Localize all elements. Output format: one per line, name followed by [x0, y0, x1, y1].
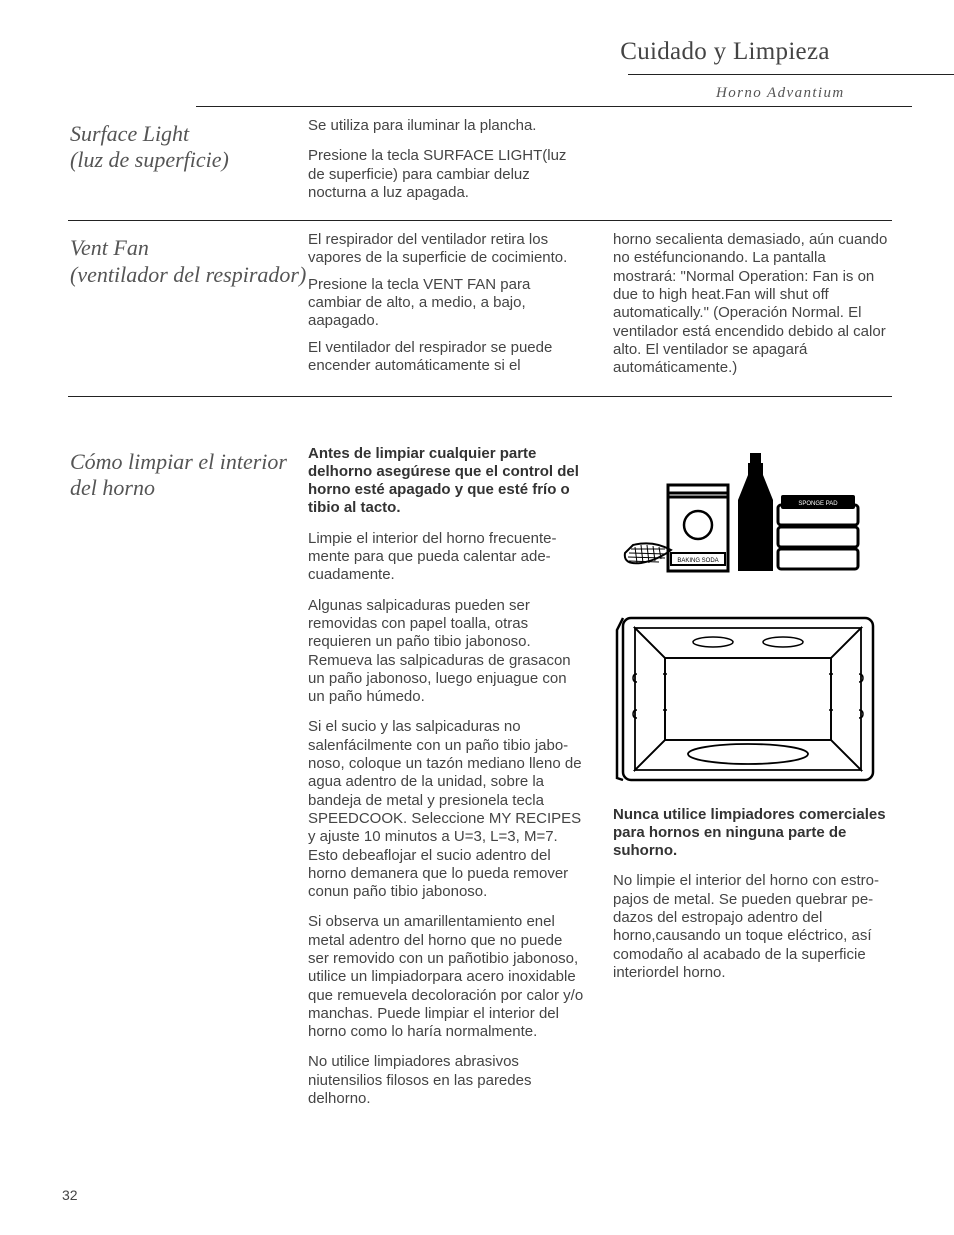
section-label-vent-fan: Vent Fan(ventilador del respirador)	[68, 231, 308, 395]
body-text: Limpie el interior del horno frecuente-m…	[308, 530, 587, 585]
svg-text:BAKING SODA: BAKING SODA	[677, 558, 718, 564]
page-title: Cuidado y Limpieza	[558, 38, 892, 66]
section-vent-fan: Vent Fan(ventilador del respirador) El r…	[68, 221, 892, 396]
section-surface-light: Surface Light(luz de superficie) Se util…	[68, 107, 892, 221]
body-text: No utilice limpiadores abrasivos niutens…	[308, 1053, 587, 1108]
body-text-bold: Nunca utilice limpiadores comerciales pa…	[613, 806, 892, 861]
svg-text:SPONGE PAD: SPONGE PAD	[798, 501, 838, 507]
open-microwave-illustration	[613, 610, 883, 792]
body-text: Si el sucio y las salpicaduras no salenf…	[308, 718, 587, 901]
body-text: El respirador del ventilador retira los …	[308, 231, 587, 268]
page-number: 32	[62, 1187, 78, 1203]
body-text: No limpie el interior del horno con estr…	[613, 872, 892, 982]
body-text: Presione la tecla SURFACE LIGHT(luz de s…	[308, 147, 587, 202]
section-label-cleaning: Cómo limpiar el interior del horno	[68, 445, 308, 1127]
cleaning-supplies-illustration: BAKING SODA SPONGE PAD	[613, 445, 883, 590]
brand-line: Horno Advantium	[716, 85, 892, 102]
body-text-bold: Antes de limpiar cualquier parte delhorn…	[308, 445, 587, 518]
section-label-surface-light: Surface Light(luz de superficie)	[68, 117, 308, 220]
body-text: Si observa un amarillentamiento enel met…	[308, 913, 587, 1041]
body-text: horno secalienta demasiado, aún cuando n…	[613, 231, 892, 377]
title-underline	[628, 74, 954, 75]
body-text: Presione la tecla VENT FAN para cambiar …	[308, 276, 587, 331]
body-text: Algunas salpicaduras pueden ser removida…	[308, 597, 587, 707]
section-cleaning: Cómo limpiar el interior del horno Antes…	[68, 397, 892, 1127]
body-text: Se utiliza para iluminar la plancha.	[308, 117, 587, 135]
body-text: El ventilador del respirador se puede en…	[308, 339, 587, 376]
